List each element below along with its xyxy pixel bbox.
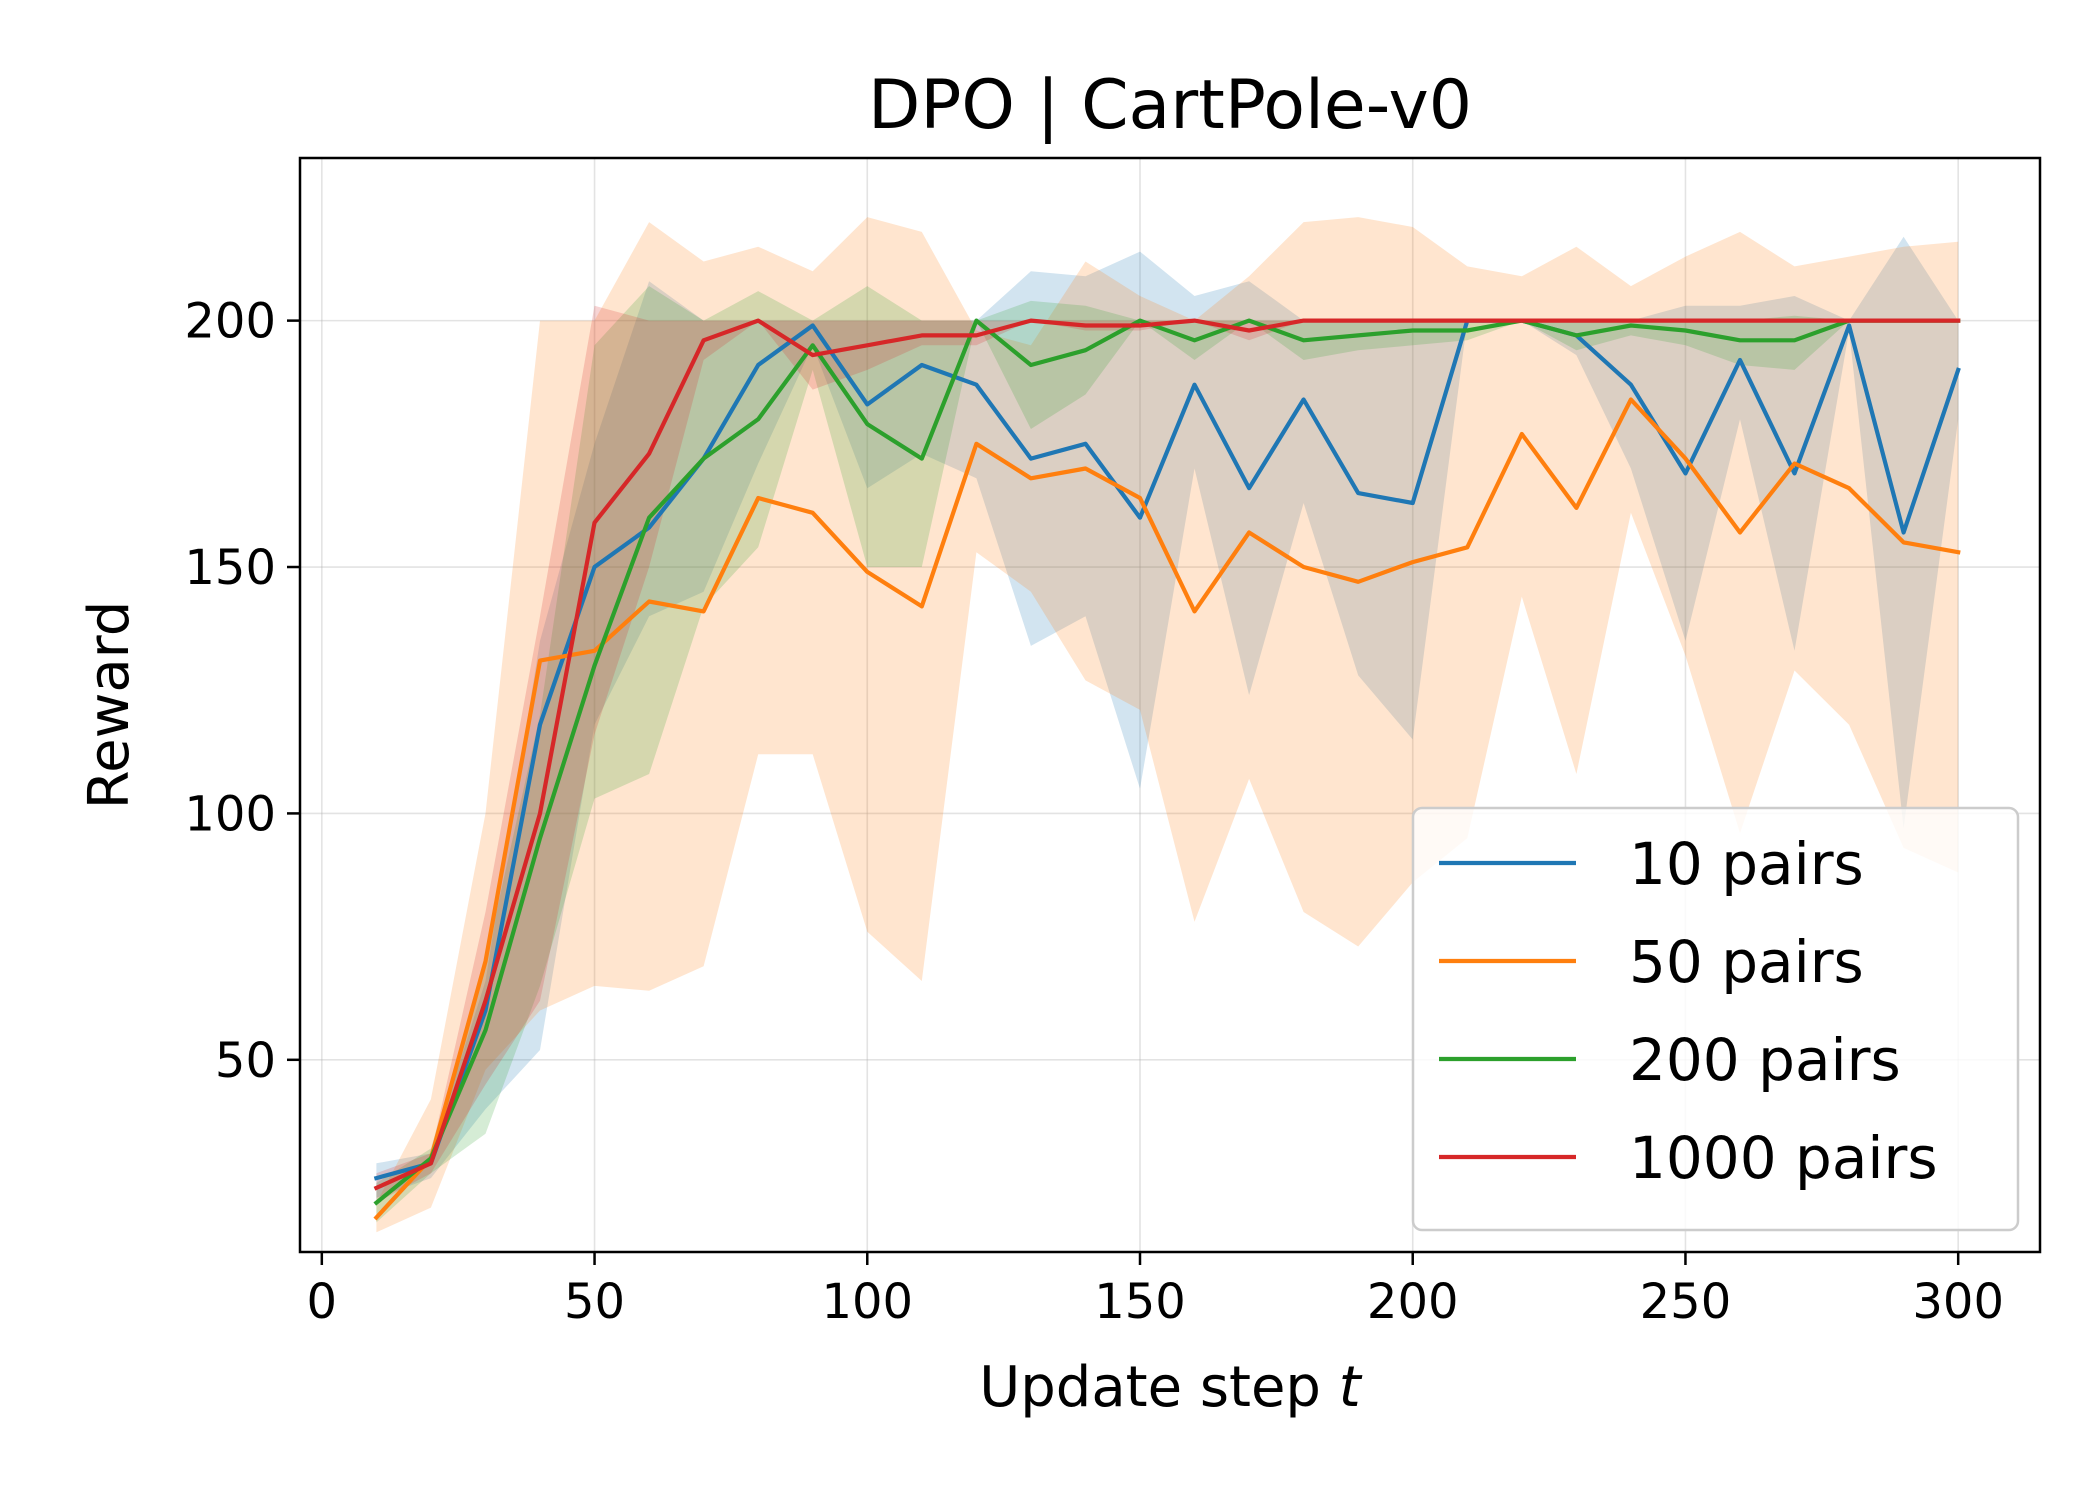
line-series-2 xyxy=(373,397,1961,1221)
x-tick-label: 300 xyxy=(1912,1274,2004,1330)
line-series-3 xyxy=(373,318,1961,1206)
confidence-bands xyxy=(376,217,1959,1233)
legend-label: 10 pairs xyxy=(1629,830,1864,898)
legend-label: 200 pairs xyxy=(1629,1026,1901,1094)
legend: 10 pairs 50 pairs 200 pairs 1000 pairs xyxy=(1411,806,2020,1232)
x-tick-label: 0 xyxy=(307,1274,338,1330)
confidence-band-series-2 xyxy=(376,217,1959,1233)
x-tick-label: 250 xyxy=(1640,1274,1732,1330)
y-axis-label: Reward xyxy=(77,601,142,810)
x-tick-label: 200 xyxy=(1367,1274,1459,1330)
chart-title: DPO | CartPole-v0 xyxy=(868,66,1472,145)
legend-label: 1000 pairs xyxy=(1629,1124,1938,1192)
legend-label: 50 pairs xyxy=(1629,928,1864,996)
series-lines xyxy=(373,318,1961,1221)
confidence-band-series-1 xyxy=(376,236,1959,1198)
plot-frame xyxy=(298,156,2042,1254)
y-tick-label: 100 xyxy=(184,786,276,842)
x-tick-label: 150 xyxy=(1094,1274,1186,1330)
x-axis-label-variable: t xyxy=(1339,1355,1363,1420)
legend-box xyxy=(1411,806,2020,1232)
x-tick-label: 100 xyxy=(821,1274,913,1330)
line-series-4 xyxy=(373,318,1961,1191)
y-tick-label: 200 xyxy=(184,294,276,350)
y-tick-label: 150 xyxy=(184,540,276,596)
line-series-1 xyxy=(373,318,1961,1181)
x-axis-label-text: Update step xyxy=(979,1355,1339,1420)
x-tick-label: 50 xyxy=(564,1274,625,1330)
x-axis-label: Update step t xyxy=(979,1355,1363,1420)
y-tick-label: 50 xyxy=(215,1033,276,1089)
axis-ticks: 0 50 100 150 200 250 300 50 100 150 200 xyxy=(184,294,2004,1330)
